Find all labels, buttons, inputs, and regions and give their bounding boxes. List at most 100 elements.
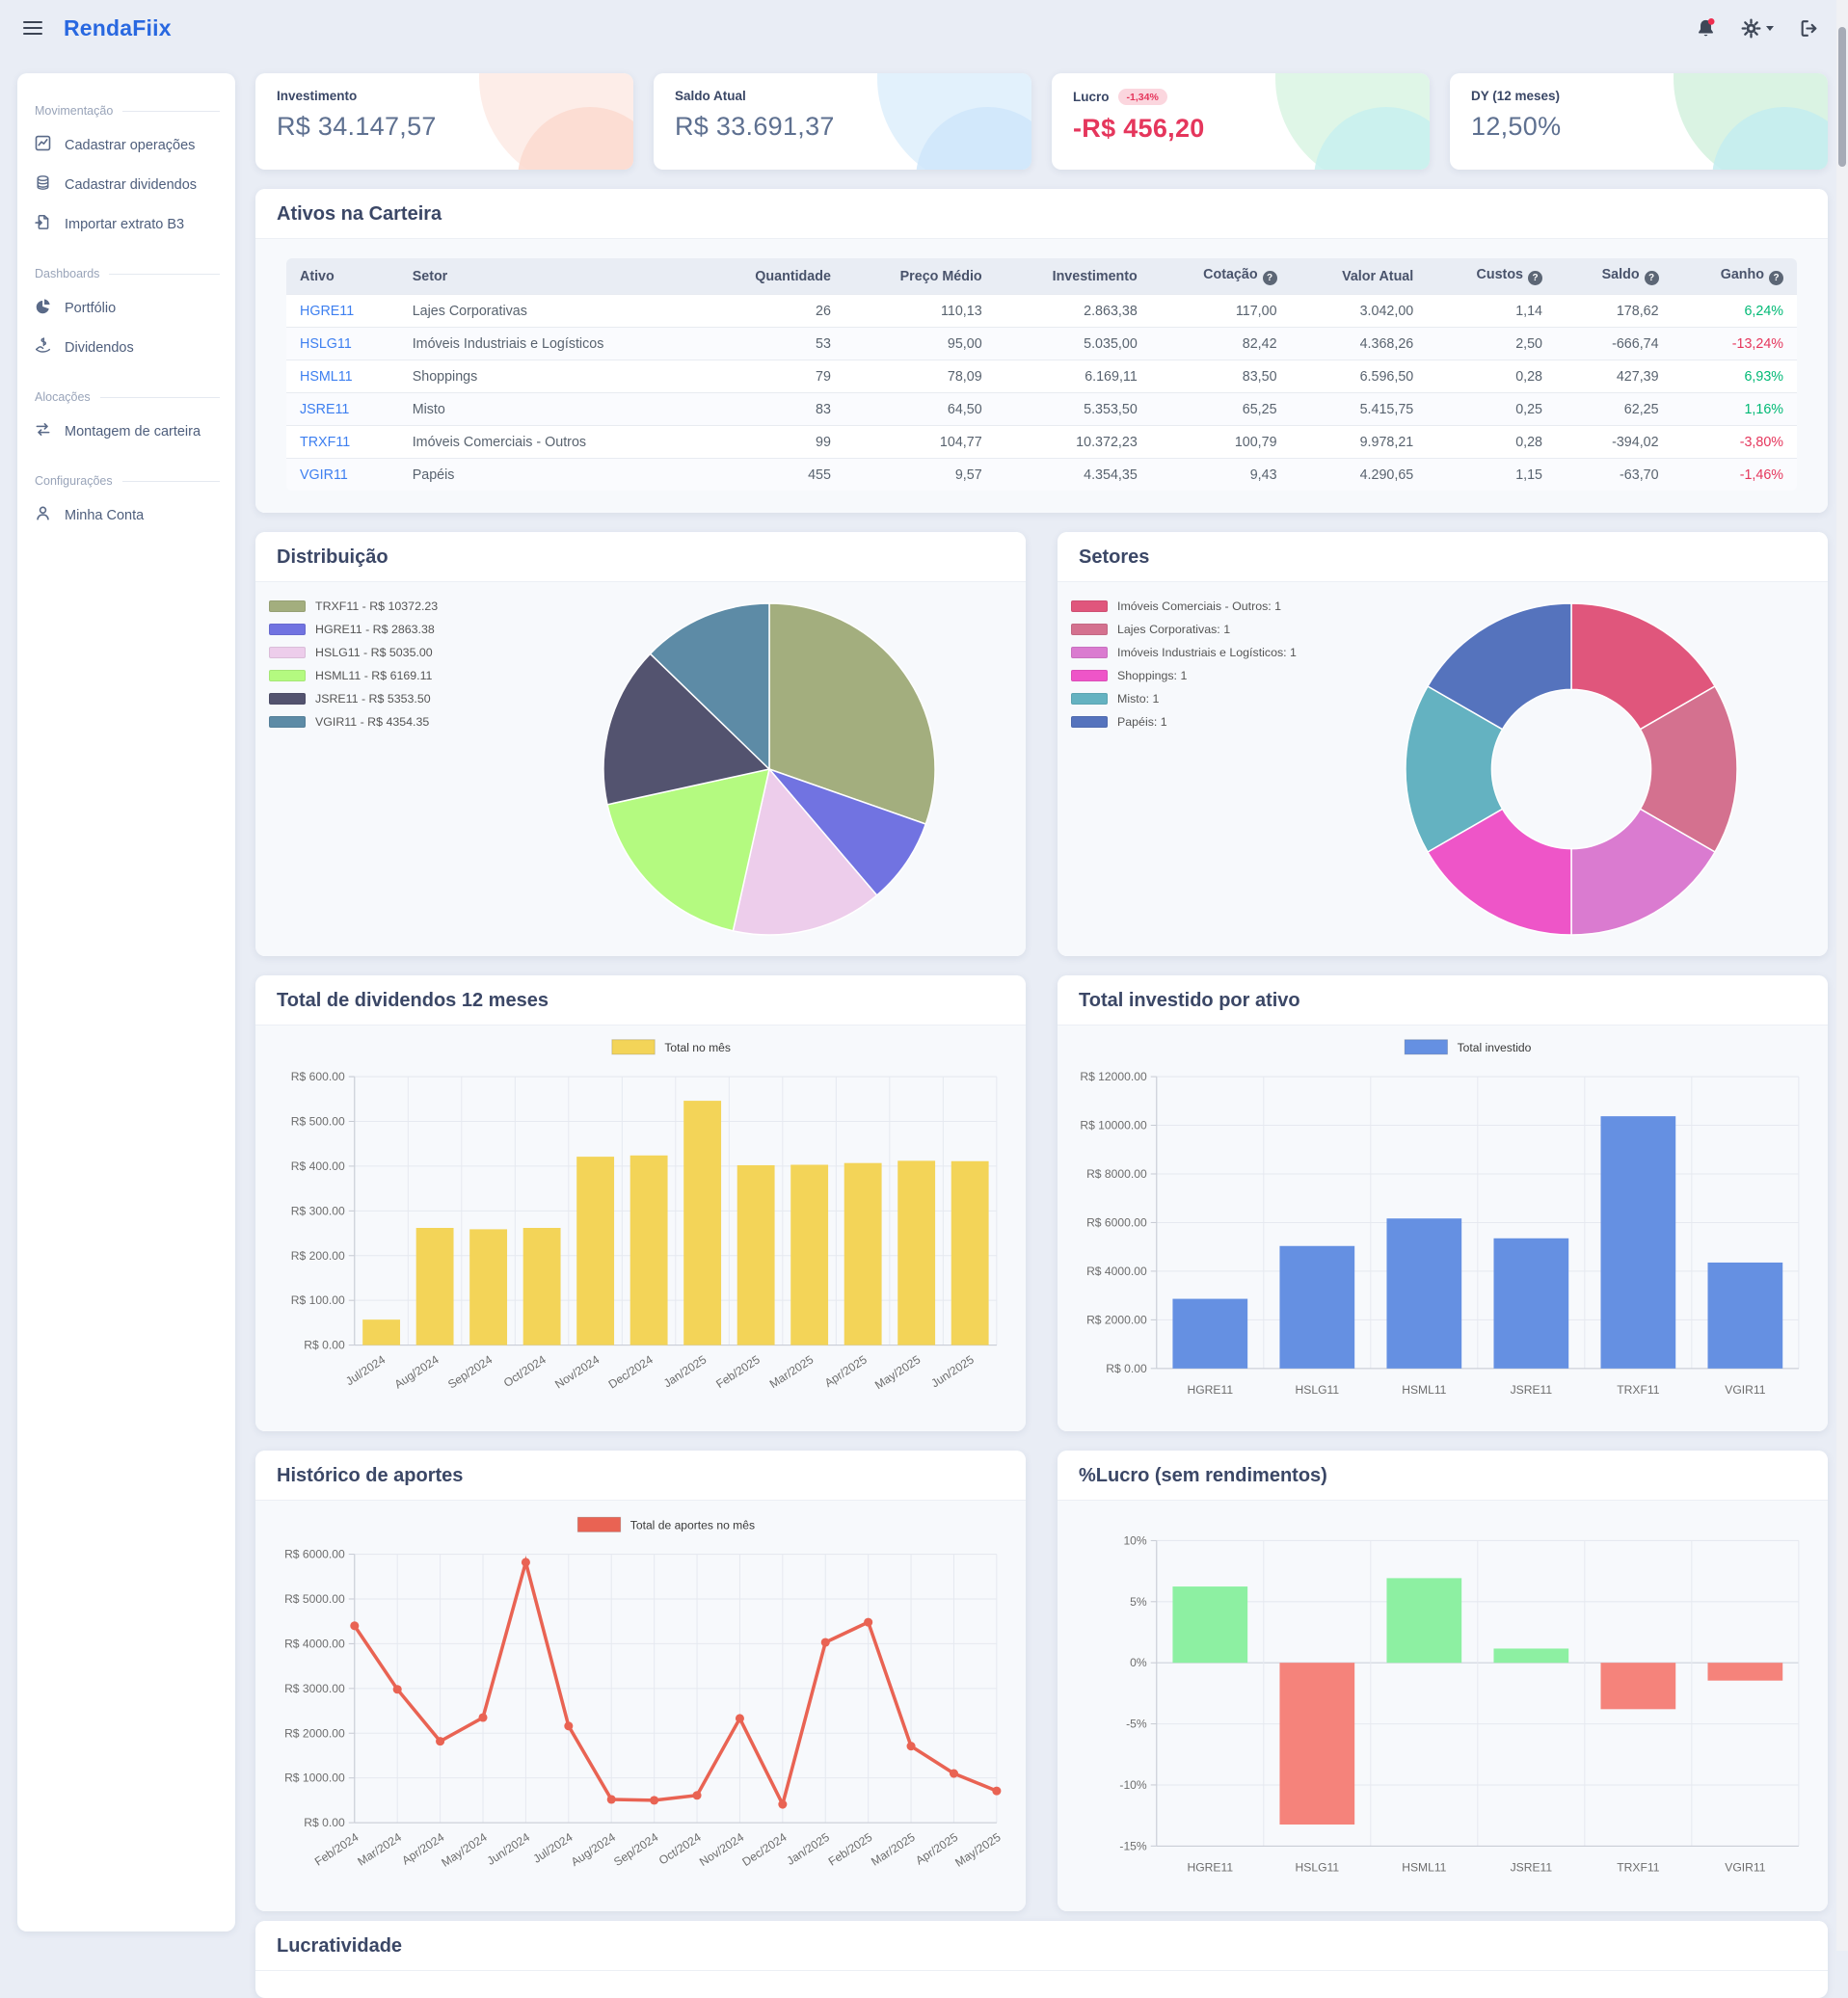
svg-text:Total no mês: Total no mês [664,1041,731,1054]
stat-value: R$ 33.691,37 [675,112,835,141]
help-icon[interactable]: ? [1769,271,1783,285]
legend-swatch [1071,600,1108,612]
svg-text:Jun/2024: Jun/2024 [485,1830,533,1868]
legend-item[interactable]: HGRE11 - R$ 2863.38 [269,623,512,636]
legend-item[interactable]: Imóveis Comerciais - Outros: 1 [1071,599,1314,613]
exchange-icon [35,421,51,441]
svg-text:R$ 10000.00: R$ 10000.00 [1080,1119,1147,1132]
legend-item[interactable]: HSML11 - R$ 6169.11 [269,669,512,682]
sidebar-item-label: Dividendos [65,339,134,356]
table-cell: 4.354,35 [995,458,1151,491]
stat-card-investimento: Investimento R$ 34.147,57 [255,73,633,170]
table-cell: 5.035,00 [995,327,1151,360]
menu-toggle-icon[interactable] [23,17,42,39]
legend-item[interactable]: Misto: 1 [1071,692,1314,706]
table-cell: 65,25 [1150,392,1291,426]
column-header: Valor Atual [1290,258,1428,295]
profit-percent-card: %Lucro (sem rendimentos) -15% -10% -5% 0% 5%… [1058,1451,1828,1911]
legend-item[interactable]: Lajes Corporativas: 1 [1071,623,1314,636]
svg-text:R$ 4000.00: R$ 4000.00 [284,1637,345,1650]
help-icon[interactable]: ? [1528,271,1543,285]
ticker-link[interactable]: HSLG11 [300,335,352,352]
table-cell: 53 [702,327,844,360]
ticker-link[interactable]: HGRE11 [300,303,355,319]
legend-label: Imóveis Comerciais - Outros: 1 [1117,599,1282,613]
card-title: Distribuição [255,532,1026,582]
contributions-line-chart: R$ 0.00 R$ 1000.00 R$ 2000.00 R$ 3000.00 R$ … [271,1508,1010,1904]
distribution-pie-chart [512,582,1026,956]
stat-card-saldo-atual: Saldo Atual R$ 33.691,37 [654,73,1031,170]
table-cell: 110,13 [844,294,996,328]
table-cell: 26 [702,294,844,328]
legend-item[interactable]: TRXF11 - R$ 10372.23 [269,599,512,613]
svg-text:Apr/2025: Apr/2025 [822,1352,870,1390]
sidebar-item-cadastrar-dividendos[interactable]: Cadastrar dividendos [17,165,235,204]
dividends-bar-chart: R$ 0.00 R$ 100.00 R$ 200.00 R$ 300.00 R$ 400… [271,1033,1010,1424]
table-cell: Imóveis Comerciais - Outros [398,425,703,459]
svg-text:0%: 0% [1130,1656,1147,1669]
svg-text:Apr/2025: Apr/2025 [913,1830,960,1868]
sidebar-item-dividendos[interactable]: Dividendos [17,328,235,367]
table-cell: 99 [702,425,844,459]
table-cell: Shoppings [398,360,703,393]
table-cell: 5.353,50 [995,392,1151,426]
sidebar-item-minha-conta[interactable]: Minha Conta [17,495,235,535]
table-cell: 427,39 [1556,360,1673,393]
legend-item[interactable]: VGIR11 - R$ 4354.35 [269,715,512,729]
card-title: Histórico de aportes [255,1451,1026,1501]
sidebar-item-montagem-de-carteira[interactable]: Montagem de carteira [17,412,235,451]
stat-label: DY (12 meses) [1471,89,1561,103]
ticker-link[interactable]: HSML11 [300,368,353,385]
gear-icon[interactable] [1741,18,1774,39]
ticker-link[interactable]: JSRE11 [300,401,350,417]
scrollbar[interactable] [1836,0,1848,1951]
table-cell: 4.368,26 [1290,327,1428,360]
column-header: Custos? [1427,258,1557,295]
sidebar-item-portf-lio[interactable]: Portfólio [17,288,235,328]
bell-icon[interactable] [1696,17,1716,39]
legend-swatch [269,600,306,612]
svg-text:Jun/2025: Jun/2025 [928,1352,977,1390]
sidebar-item-label: Cadastrar operações [65,137,196,153]
table-cell: 0,25 [1427,392,1557,426]
column-header: Saldo? [1556,258,1673,295]
svg-text:R$ 12000.00: R$ 12000.00 [1080,1070,1147,1083]
sidebar-item-label: Portfólio [65,300,117,316]
pie-chart-icon [35,298,51,318]
table-cell: 62,25 [1556,392,1673,426]
table-cell: 83,50 [1150,360,1291,393]
table-cell: 1,15 [1427,458,1557,491]
legend-swatch [1071,693,1108,705]
svg-text:HSML11: HSML11 [1402,1383,1446,1397]
sidebar-item-cadastrar-opera-es[interactable]: Cadastrar operações [17,125,235,165]
legend-item[interactable]: JSRE11 - R$ 5353.50 [269,692,512,706]
table-row: VGIR11 Papéis 455 9,57 4.354,35 9,43 4.290,65 1… [286,458,1797,491]
ticker-link[interactable]: TRXF11 [300,434,351,450]
scrollbar-thumb[interactable] [1838,27,1846,167]
legend-item[interactable]: Imóveis Industriais e Logísticos: 1 [1071,646,1314,659]
svg-text:TRXF11: TRXF11 [1617,1861,1659,1875]
legend-item[interactable]: Papéis: 1 [1071,715,1314,729]
column-header: Investimento [995,258,1151,295]
card-title: Total investido por ativo [1058,975,1828,1026]
stat-label: Lucro -1,34% [1073,89,1408,105]
sidebar-item-importar-extrato-b3[interactable]: Importar extrato B3 [17,204,235,244]
invested-bar-chart: R$ 0.00 R$ 2000.00 R$ 4000.00 R$ 6000.00 R$ … [1073,1033,1812,1424]
legend-item[interactable]: HSLG11 - R$ 5035.00 [269,646,512,659]
svg-text:Nov/2024: Nov/2024 [697,1830,746,1869]
sidebar-section-label: Movimentação [35,104,220,118]
app-logo[interactable]: RendaFiix [64,14,172,40]
legend-item[interactable]: Shoppings: 1 [1071,669,1314,682]
sign-out-icon[interactable] [1799,18,1819,39]
table-cell: 9,43 [1150,458,1291,491]
svg-text:Feb/2025: Feb/2025 [826,1830,875,1869]
svg-text:Oct/2024: Oct/2024 [501,1352,549,1390]
help-icon[interactable]: ? [1262,271,1277,285]
help-icon[interactable]: ? [1644,271,1659,285]
table-cell: -394,02 [1556,425,1673,459]
stat-label: Investimento [277,89,358,103]
table-cell: 2,50 [1427,327,1557,360]
sidebar-item-label: Importar extrato B3 [65,216,185,232]
legend-label: HSML11 - R$ 6169.11 [315,669,433,682]
ticker-link[interactable]: VGIR11 [300,466,348,483]
